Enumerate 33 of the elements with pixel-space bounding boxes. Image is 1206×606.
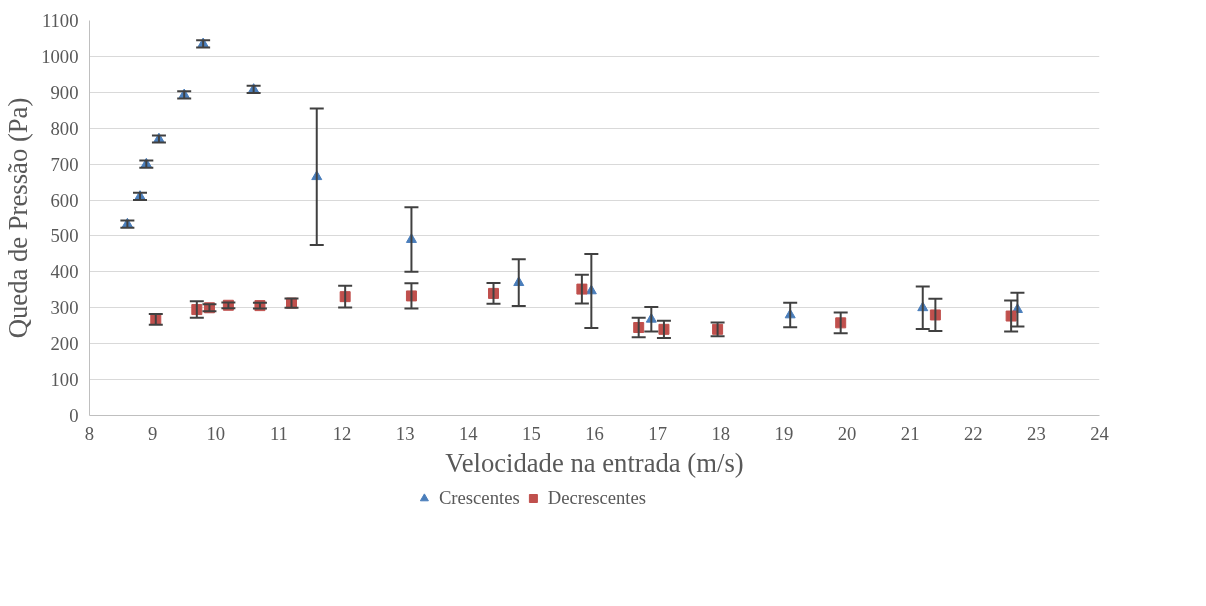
- y-tick-label: 100: [50, 369, 79, 391]
- y-tick-label: 700: [50, 153, 79, 175]
- y-tick-label: 500: [50, 225, 79, 247]
- y-tick-label: 900: [50, 81, 79, 103]
- x-tick-label: 23: [1027, 422, 1046, 444]
- y-tick-label: 1000: [41, 45, 79, 67]
- legend-label: Decrescentes: [547, 487, 647, 509]
- x-tick-label: 17: [648, 422, 667, 444]
- y-tick-label: 1100: [41, 10, 79, 31]
- x-tick-label: 24: [1090, 422, 1110, 444]
- x-tick-label: 10: [206, 422, 226, 444]
- y-tick-label: 0: [69, 405, 79, 426]
- x-tick-label: 12: [332, 422, 352, 444]
- y-tick-label: 200: [50, 333, 79, 355]
- x-tick-label: 16: [585, 422, 604, 444]
- y-tick-label: 800: [50, 117, 79, 139]
- y-tick-label: 400: [50, 261, 79, 283]
- y-tick-label: 600: [50, 189, 79, 211]
- x-tick-label: 13: [395, 422, 415, 444]
- x-tick-label: 9: [147, 422, 158, 444]
- legend-label: Crescentes: [438, 487, 520, 509]
- x-axis-title: Velocidade na entrada (m/s): [445, 447, 744, 478]
- x-tick-label: 8: [84, 422, 95, 444]
- x-tick-label: 11: [269, 422, 288, 444]
- x-tick-label: 20: [837, 422, 857, 444]
- x-tick-label: 14: [458, 422, 479, 444]
- x-tick-label: 22: [963, 422, 983, 444]
- x-tick-label: 21: [900, 422, 920, 444]
- x-tick-label: 19: [774, 422, 794, 444]
- x-tick-label: 15: [522, 422, 541, 444]
- x-tick-label: 18: [711, 422, 731, 444]
- y-tick-label: 300: [50, 297, 79, 319]
- y-axis-title: Queda de Pressão (Pa): [3, 97, 34, 339]
